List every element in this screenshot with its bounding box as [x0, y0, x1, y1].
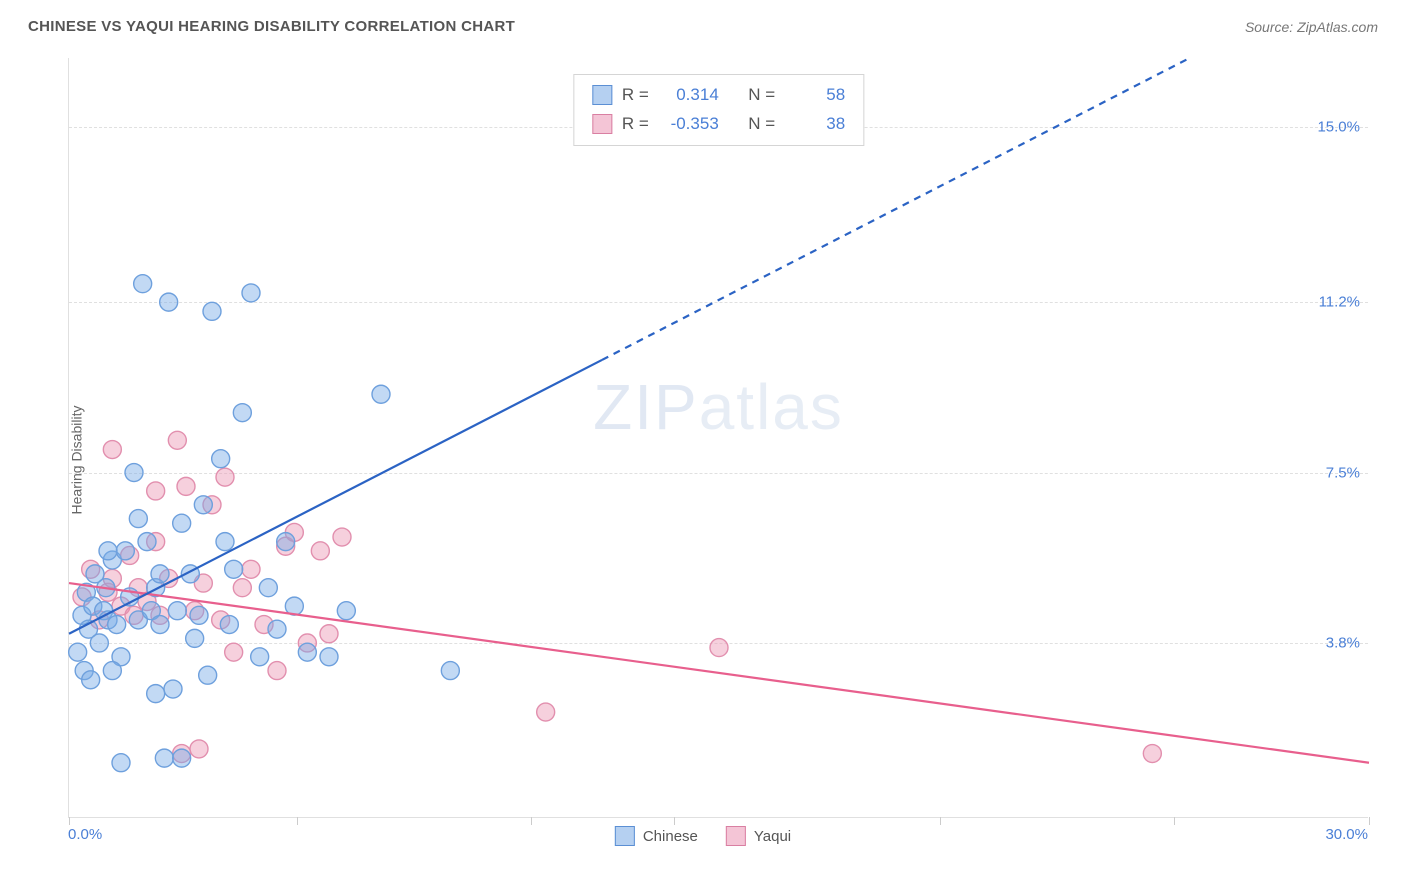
x-tick: [940, 817, 941, 825]
scatter-point-blue: [441, 662, 459, 680]
scatter-point-pink: [710, 639, 728, 657]
scatter-point-blue: [298, 643, 316, 661]
scatter-point-pink: [177, 477, 195, 495]
scatter-point-blue: [138, 533, 156, 551]
scatter-point-pink: [320, 625, 338, 643]
scatter-point-blue: [125, 464, 143, 482]
scatter-point-blue: [108, 616, 126, 634]
scatter-point-blue: [112, 754, 130, 772]
scatter-point-pink: [242, 560, 260, 578]
scatter-point-blue: [186, 629, 204, 647]
legend-label-yaqui: Yaqui: [754, 828, 791, 845]
x-axis-min-label: 0.0%: [68, 826, 102, 843]
scatter-point-blue: [190, 606, 208, 624]
scatter-point-pink: [147, 482, 165, 500]
x-axis-max-label: 30.0%: [1325, 826, 1368, 843]
scatter-point-blue: [320, 648, 338, 666]
scatter-point-blue: [147, 685, 165, 703]
trendline-blue-dashed: [602, 58, 1190, 360]
scatter-point-blue: [268, 620, 286, 638]
scatter-point-blue: [155, 749, 173, 767]
legend-label-chinese: Chinese: [643, 828, 698, 845]
scatter-point-blue: [203, 302, 221, 320]
scatter-point-pink: [103, 441, 121, 459]
scatter-point-blue: [277, 533, 295, 551]
chart-title: CHINESE VS YAQUI HEARING DISABILITY CORR…: [28, 18, 515, 35]
legend-item-chinese: Chinese: [615, 826, 698, 846]
trendline-pink: [69, 583, 1369, 763]
bottom-legend: Chinese Yaqui: [615, 826, 791, 846]
scatter-point-blue: [220, 616, 238, 634]
scatter-point-pink: [268, 662, 286, 680]
scatter-point-blue: [225, 560, 243, 578]
swatch-blue-icon: [615, 826, 635, 846]
scatter-point-blue: [173, 749, 191, 767]
swatch-pink-icon: [726, 826, 746, 846]
scatter-point-pink: [311, 542, 329, 560]
chart-container: Hearing Disability ZIPatlas 3.8%7.5%11.2…: [28, 50, 1378, 870]
scatter-point-blue: [259, 579, 277, 597]
x-tick: [674, 817, 675, 825]
scatter-point-pink: [1143, 745, 1161, 763]
scatter-point-blue: [173, 514, 191, 532]
scatter-point-blue: [69, 643, 87, 661]
scatter-point-blue: [242, 284, 260, 302]
scatter-point-blue: [216, 533, 234, 551]
x-tick: [1174, 817, 1175, 825]
plot-area: ZIPatlas 3.8%7.5%11.2%15.0% R = 0.314 N …: [68, 58, 1368, 818]
scatter-point-blue: [372, 385, 390, 403]
scatter-point-blue: [116, 542, 134, 560]
scatter-point-blue: [251, 648, 269, 666]
scatter-point-pink: [216, 468, 234, 486]
scatter-point-blue: [151, 616, 169, 634]
scatter-point-pink: [233, 579, 251, 597]
scatter-point-blue: [134, 275, 152, 293]
scatter-point-pink: [225, 643, 243, 661]
scatter-point-blue: [82, 671, 100, 689]
scatter-point-blue: [99, 542, 117, 560]
scatter-point-blue: [129, 510, 147, 528]
scatter-point-pink: [168, 431, 186, 449]
scatter-point-blue: [199, 666, 217, 684]
scatter-point-pink: [190, 740, 208, 758]
x-tick: [1369, 817, 1370, 825]
scatter-point-pink: [333, 528, 351, 546]
scatter-point-blue: [160, 293, 178, 311]
legend-item-yaqui: Yaqui: [726, 826, 791, 846]
scatter-point-blue: [233, 404, 251, 422]
scatter-point-blue: [90, 634, 108, 652]
scatter-point-blue: [103, 662, 121, 680]
x-tick: [69, 817, 70, 825]
scatter-point-blue: [194, 496, 212, 514]
scatter-svg: [69, 58, 1368, 817]
scatter-point-blue: [151, 565, 169, 583]
scatter-point-blue: [168, 602, 186, 620]
source-attribution: Source: ZipAtlas.com: [1245, 19, 1378, 35]
scatter-point-pink: [537, 703, 555, 721]
scatter-point-blue: [212, 450, 230, 468]
x-tick: [297, 817, 298, 825]
x-tick: [531, 817, 532, 825]
scatter-point-blue: [164, 680, 182, 698]
scatter-point-blue: [337, 602, 355, 620]
